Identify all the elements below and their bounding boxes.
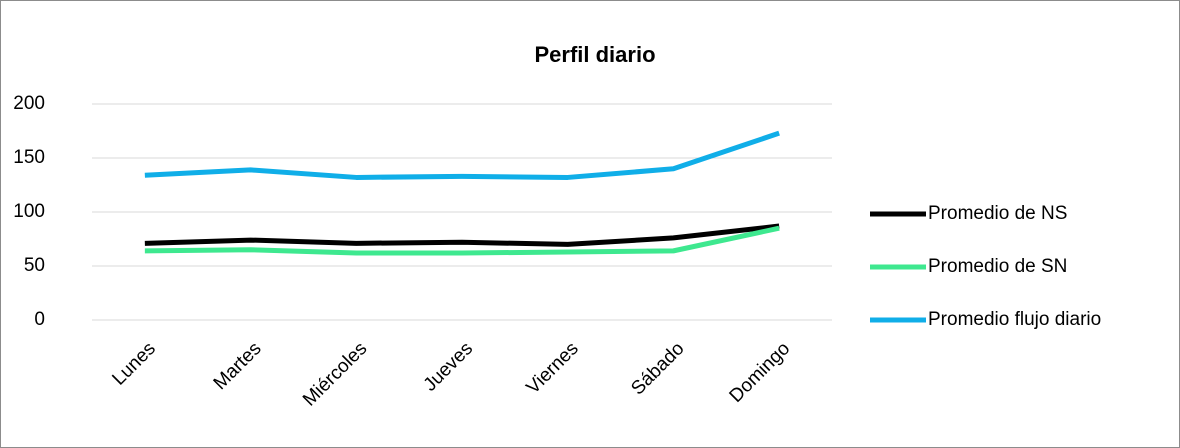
line [144,130,780,180]
line [144,223,780,247]
y-tick-label: 200 [13,93,45,114]
legend-label: Promedio de NS [928,203,1067,224]
legend-label: Promedio flujo diario [928,309,1101,330]
legend-label: Promedio de SN [928,256,1067,277]
y-tick-label: 150 [13,147,45,168]
y-tick-label: 100 [13,201,45,222]
chart-title: Perfil diario [534,42,655,67]
y-tick-label: 50 [24,255,45,276]
y-tick-label: 0 [34,309,45,330]
line [144,225,780,256]
